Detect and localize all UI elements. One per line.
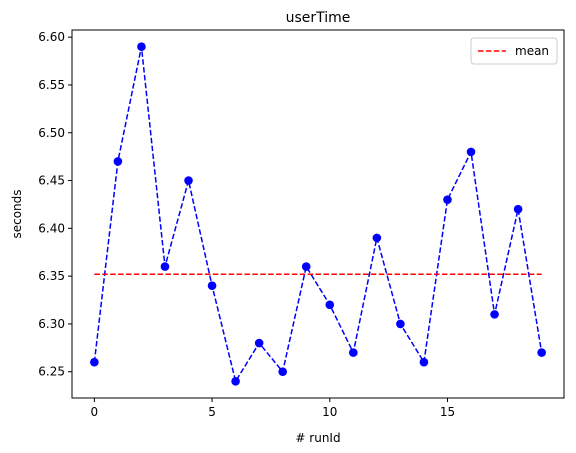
data-point-9 xyxy=(301,262,311,271)
y-tick-label-6.55: 6.55 xyxy=(38,78,65,92)
legend-box xyxy=(470,37,558,65)
x-tick-label-10: 10 xyxy=(322,405,337,419)
data-point-11 xyxy=(349,348,358,357)
y-axis: 6.25 6.30 6.35 6.40 6.45 6.50 6.55 6.60 xyxy=(38,30,72,379)
x-tick-label-15: 15 xyxy=(440,405,455,419)
data-point-3 xyxy=(160,262,170,271)
data-point-5 xyxy=(207,281,217,290)
x-tick-label-5: 5 xyxy=(208,405,216,419)
y-tick-label-6.35: 6.35 xyxy=(38,269,65,283)
y-tick-label-6.25: 6.25 xyxy=(38,365,65,379)
data-point-0 xyxy=(90,357,99,367)
data-point-13 xyxy=(396,319,405,329)
axes-frame xyxy=(71,29,565,399)
data-point-6 xyxy=(231,376,240,386)
data-point-14 xyxy=(419,357,429,367)
data-point-16 xyxy=(466,147,476,157)
data-point-19 xyxy=(537,348,546,357)
y-axis-label: seconds xyxy=(10,189,24,238)
data-point-7 xyxy=(254,338,264,348)
plot-area xyxy=(90,42,546,386)
y-tick-label-6.50: 6.50 xyxy=(38,126,65,140)
x-axis: 0 5 10 15 xyxy=(91,398,455,419)
x-axis-label: # runId xyxy=(295,431,340,445)
series-line-usertime xyxy=(93,46,543,384)
data-point-17 xyxy=(490,310,499,319)
data-point-1 xyxy=(113,157,123,166)
chart-title: userTime xyxy=(286,10,351,26)
data-point-18 xyxy=(513,204,523,214)
x-tick-label-0: 0 xyxy=(91,405,99,419)
y-tick-label-6.40: 6.40 xyxy=(38,221,65,235)
data-point-10 xyxy=(325,300,335,310)
legend-mean-label: mean xyxy=(515,44,549,58)
legend: mean xyxy=(470,37,558,65)
y-tick-label-6.60: 6.60 xyxy=(38,30,65,44)
data-point-15 xyxy=(443,195,452,204)
data-point-8 xyxy=(278,367,287,377)
data-point-12 xyxy=(372,233,382,243)
data-point-2 xyxy=(137,42,146,52)
y-tick-label-6.45: 6.45 xyxy=(38,174,65,188)
y-tick-label-6.30: 6.30 xyxy=(38,317,65,331)
data-point-4 xyxy=(184,176,193,185)
